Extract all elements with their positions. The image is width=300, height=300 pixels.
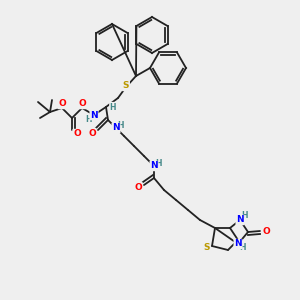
Text: O: O bbox=[58, 100, 66, 109]
Text: N: N bbox=[90, 110, 98, 119]
Text: O: O bbox=[134, 182, 142, 191]
Text: N: N bbox=[236, 215, 244, 224]
Text: O: O bbox=[73, 130, 81, 139]
Text: H: H bbox=[156, 158, 162, 167]
Text: N: N bbox=[234, 239, 242, 248]
Text: H: H bbox=[86, 115, 92, 124]
Text: N: N bbox=[150, 161, 158, 170]
Text: H: H bbox=[118, 121, 124, 130]
Text: N: N bbox=[112, 124, 120, 133]
Text: H: H bbox=[241, 212, 247, 220]
Text: H: H bbox=[239, 244, 245, 253]
Text: S: S bbox=[123, 82, 129, 91]
Text: O: O bbox=[78, 100, 86, 109]
Text: O: O bbox=[262, 226, 270, 236]
Text: S: S bbox=[204, 244, 210, 253]
Text: H: H bbox=[110, 103, 116, 112]
Text: O: O bbox=[88, 128, 96, 137]
